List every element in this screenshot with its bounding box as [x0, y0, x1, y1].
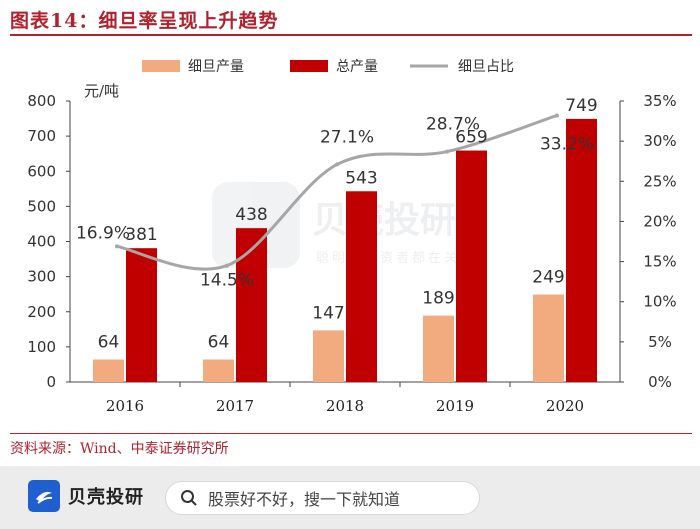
data-label-fine: 147 — [312, 303, 344, 323]
x-tick-label: 2019 — [436, 397, 474, 415]
x-tick-label: 2017 — [216, 397, 254, 415]
data-label-ratio: 14.5% — [200, 271, 254, 291]
legend-label-ratio: 细旦占比 — [458, 59, 514, 75]
bar-total — [566, 118, 597, 382]
brand-logo-icon — [28, 480, 60, 512]
legend-swatch-total — [290, 60, 328, 72]
ratio-point — [115, 244, 119, 249]
data-label-total: 659 — [455, 128, 487, 148]
brand-name: 贝壳投研 — [68, 487, 144, 508]
bar-total — [236, 228, 267, 382]
y-tick-label: 300 — [27, 268, 56, 286]
x-tick-label: 2018 — [326, 397, 364, 415]
y2-tick-label: 5% — [648, 333, 672, 351]
legend: 细旦产量 总产量 细旦占比 — [142, 59, 514, 75]
source-note: 资料来源：Wind、中泰证券研究所 — [10, 441, 229, 457]
x-tick-label: 2020 — [546, 397, 584, 415]
y2-tick-label: 25% — [643, 172, 676, 190]
bar-fine — [313, 330, 344, 382]
legend-swatch-fine — [142, 60, 180, 72]
bar-fine — [423, 315, 454, 382]
title-divider — [10, 34, 692, 36]
bar-total — [346, 191, 377, 382]
y-tick-label: 500 — [27, 197, 56, 215]
y2-tick-label: 30% — [643, 132, 676, 150]
bar-fine — [203, 359, 234, 382]
data-label-ratio: 27.1% — [320, 127, 374, 147]
search-input[interactable]: 股票好不好，搜一下就知道 — [165, 481, 480, 515]
bar-fine — [93, 359, 124, 382]
watermark-logo — [212, 182, 300, 268]
watermark: 贝壳投研 聪明的投资者都在关注 — [212, 182, 476, 268]
data-label-total: 381 — [125, 225, 157, 245]
y2-tick-label: 10% — [643, 293, 676, 311]
watermark-slogan: 聪明的投资者都在关注 — [316, 250, 476, 266]
y-tick-label: 600 — [27, 162, 56, 180]
y2-tick-label: 15% — [643, 253, 676, 271]
search-placeholder: 股票好不好，搜一下就知道 — [208, 490, 401, 509]
bar-fine — [533, 294, 564, 382]
ratio-point — [555, 113, 559, 118]
chart-title: 图表14：细旦率呈现上升趋势 — [10, 10, 279, 32]
y-tick-label: 0 — [46, 373, 56, 391]
data-label-fine: 189 — [422, 289, 454, 309]
data-label-ratio: 28.7% — [426, 115, 480, 135]
data-label-total: 438 — [235, 205, 267, 225]
data-label-ratio: 33.2% — [540, 134, 594, 154]
data-label-total: 543 — [345, 168, 377, 188]
search-icon — [181, 490, 197, 506]
footer-divider — [10, 433, 692, 434]
y-tick-label: 200 — [27, 303, 56, 321]
data-label-ratio: 16.9% — [76, 223, 130, 243]
y-tick-label: 800 — [27, 92, 56, 110]
bar-total — [126, 248, 157, 382]
ratio-point — [335, 162, 339, 167]
y-tick-label: 400 — [27, 233, 56, 251]
ratio-point — [445, 149, 449, 154]
chart: 贝壳投研 聪明的投资者都在关注 细旦产量 总产量 细旦占比 元/吨 0 100 20… — [27, 59, 676, 415]
y2-tick-label: 20% — [643, 212, 676, 230]
ratio-point — [225, 263, 229, 268]
y-tick-label: 700 — [27, 127, 56, 145]
brand[interactable]: 贝壳投研 — [28, 480, 144, 512]
data-label-fine: 249 — [532, 268, 564, 288]
y2-tick-label: 35% — [643, 92, 676, 110]
y2-tick-label: 0% — [648, 373, 672, 391]
y-tick-label: 100 — [27, 338, 56, 356]
watermark-name: 贝壳投研 — [312, 200, 456, 241]
data-label-total: 749 — [565, 96, 597, 116]
x-tick-label: 2016 — [106, 397, 144, 415]
data-label-fine: 64 — [98, 333, 120, 353]
y-axis-unit: 元/吨 — [84, 82, 119, 100]
data-label-fine: 64 — [208, 333, 230, 353]
bar-total — [456, 150, 487, 382]
legend-label-fine: 细旦产量 — [188, 59, 244, 75]
legend-label-total: 总产量 — [336, 59, 378, 75]
